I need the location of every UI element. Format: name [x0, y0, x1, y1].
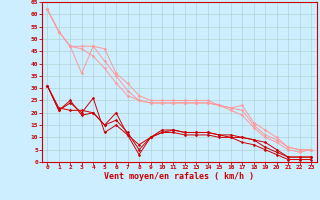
- X-axis label: Vent moyen/en rafales ( km/h ): Vent moyen/en rafales ( km/h ): [104, 172, 254, 181]
